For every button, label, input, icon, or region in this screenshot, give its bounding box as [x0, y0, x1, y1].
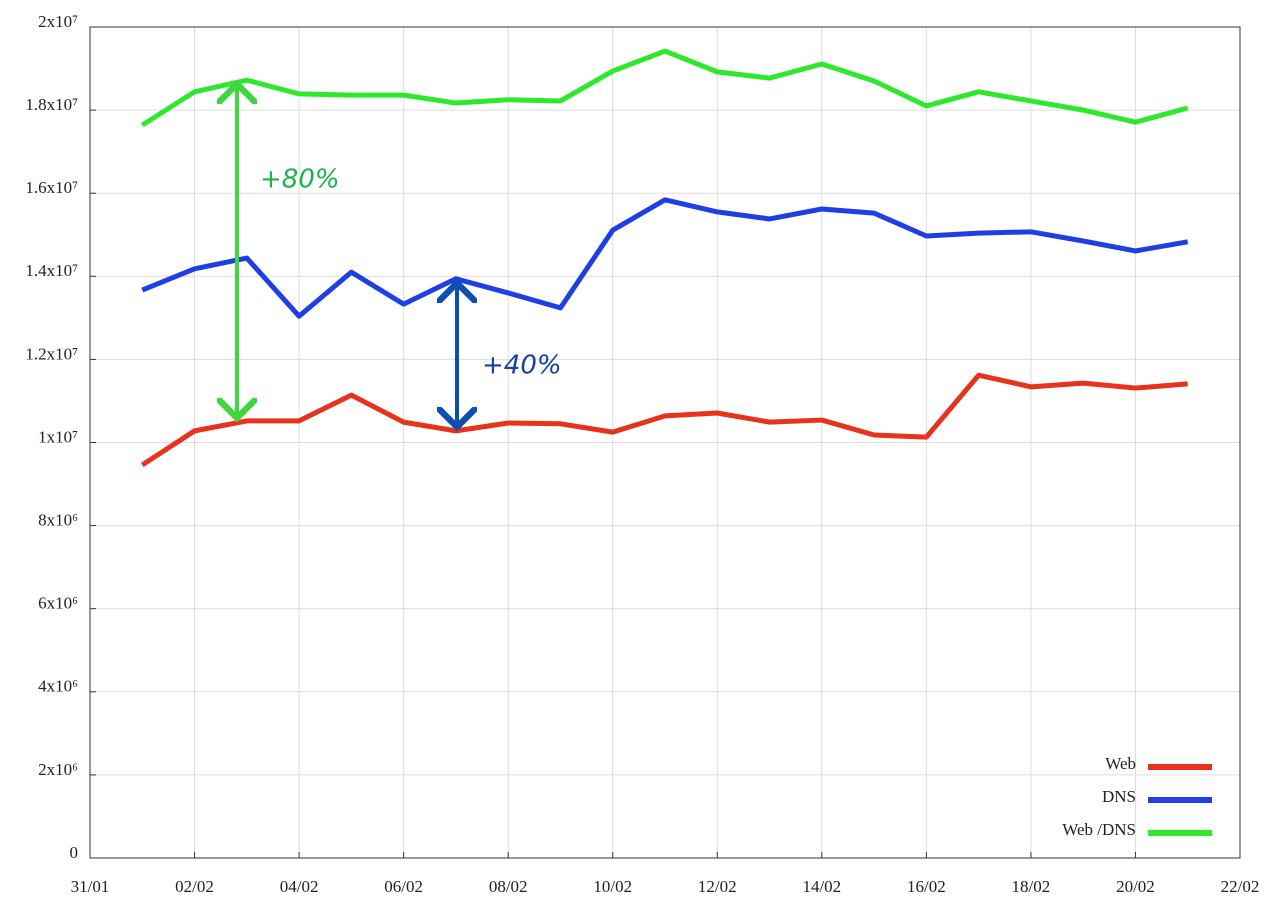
y-tick-label: 1.4x10⁷	[25, 261, 78, 280]
x-tick-label: 06/02	[384, 877, 423, 896]
x-tick-label: 31/01	[71, 877, 110, 896]
x-tick-label: 14/02	[802, 877, 841, 896]
annotation: +40%	[482, 351, 562, 381]
lines	[140, 48, 1189, 468]
grid	[89, 26, 1241, 859]
x-tick-label: 18/02	[1012, 877, 1051, 896]
legend-label: DNS	[1102, 787, 1136, 806]
y-tick-label: 1x10⁷	[38, 427, 78, 446]
x-tick-label: 02/02	[175, 877, 214, 896]
x-tick-label: 04/02	[280, 877, 319, 896]
y-tick-label: 1.6x10⁷	[25, 178, 78, 197]
legend: Web DNS Web /DNS	[1062, 754, 1212, 839]
series-line	[140, 48, 1189, 128]
x-tick-label: 22/02	[1221, 877, 1260, 896]
x-tick-label: 08/02	[489, 877, 528, 896]
legend-label: Web	[1105, 754, 1136, 773]
x-tick-label: 16/02	[907, 877, 946, 896]
series-line	[140, 372, 1188, 468]
annotation: +80%	[260, 165, 340, 195]
y-tick-label: 4x10⁶	[38, 677, 78, 696]
y-tick-label: 6x10⁶	[38, 594, 78, 613]
x-tick-label: 20/02	[1116, 877, 1155, 896]
y-tick-label: 8x10⁶	[38, 511, 78, 530]
y-tick-label: 2x10⁶	[38, 760, 78, 779]
series-line	[141, 197, 1189, 319]
x-tick-label: 12/02	[698, 877, 737, 896]
x-tick-label: 10/02	[593, 877, 632, 896]
y-tick-label: 1.8x10⁷	[25, 95, 78, 114]
y-tick-label: 2x10⁷	[38, 12, 78, 31]
legend-label: Web /DNS	[1062, 820, 1136, 839]
y-tick-label: 0	[70, 843, 79, 862]
y-tick-label: 1.2x10⁷	[25, 344, 78, 363]
